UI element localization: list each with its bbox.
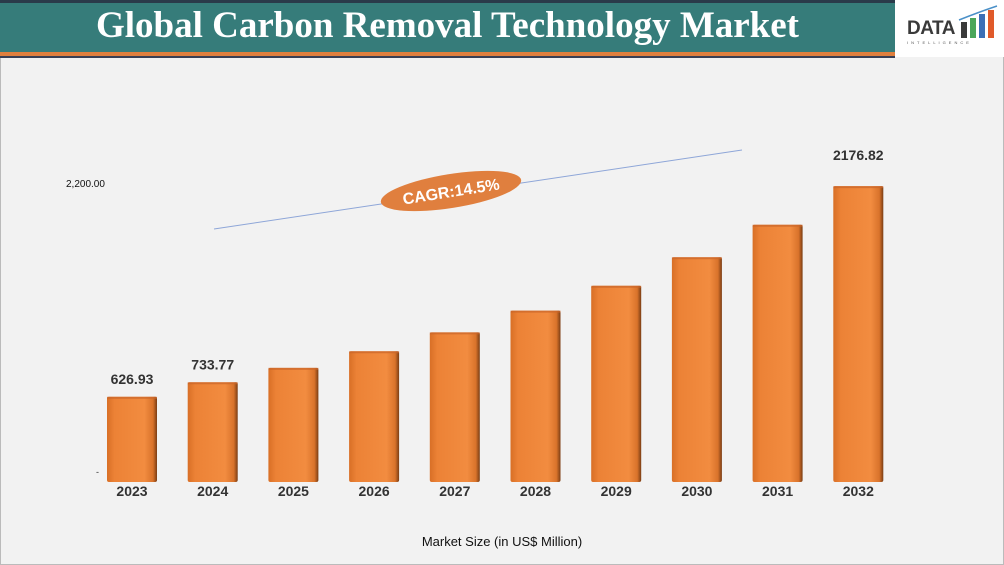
- cagr-ellipse: [380, 170, 522, 212]
- bar-top-2029: [591, 285, 642, 288]
- bar-2026: [349, 351, 400, 482]
- x-tick-label: 2027: [439, 483, 470, 499]
- x-tick-label: 2023: [116, 483, 147, 499]
- header-banner: [0, 0, 895, 52]
- y-tick-label: 2,200.00: [66, 179, 105, 190]
- bar-2031: [752, 224, 803, 482]
- bar-top-2023: [107, 396, 157, 399]
- bar-top-2025: [268, 367, 319, 370]
- header-underline: [0, 56, 895, 58]
- bar-2025: [268, 367, 319, 482]
- x-tick-label: 2031: [762, 483, 793, 499]
- bar-top-2031: [752, 224, 803, 227]
- logo: DATA INTELLIGENCE: [895, 0, 1004, 57]
- data-label: 2176.82: [833, 147, 884, 163]
- cagr-annotation: CAGR:14.5%: [380, 170, 522, 212]
- logo-bars-icon: [958, 5, 998, 38]
- x-tick-label: 2028: [520, 483, 551, 499]
- page-title: Global Carbon Removal Technology Market: [95, 5, 800, 46]
- x-tick-label: 2029: [601, 483, 632, 499]
- x-tick-label: 2024: [197, 483, 228, 499]
- x-tick-label: 2026: [359, 483, 390, 499]
- bar-top-2030: [671, 257, 722, 260]
- bar-2030: [671, 257, 722, 482]
- bar-2023: [107, 396, 157, 482]
- bar-top-2032: [833, 186, 884, 189]
- x-tick-label: 2025: [278, 483, 309, 499]
- bar-2027: [429, 332, 480, 482]
- bar-top-2026: [349, 351, 400, 354]
- bar-2028: [510, 310, 561, 482]
- bar-2029: [591, 285, 642, 482]
- bar-top-2028: [510, 310, 561, 313]
- logo-subtext: INTELLIGENCE: [907, 40, 972, 45]
- bar-top-2027: [429, 332, 480, 335]
- logo-text: DATA: [907, 18, 955, 39]
- x-tick-label: 2030: [681, 483, 712, 499]
- data-label: 626.93: [111, 371, 154, 387]
- x-tick-label: 2032: [843, 483, 874, 499]
- bar-2024: [187, 382, 238, 482]
- x-axis-title: Market Size (in US$ Million): [421, 534, 583, 549]
- header-stripe: [0, 52, 895, 56]
- data-label: 733.77: [191, 356, 234, 372]
- y-tick-label: -: [96, 467, 99, 477]
- bar-top-2024: [187, 382, 238, 385]
- bar-2032: [833, 186, 884, 482]
